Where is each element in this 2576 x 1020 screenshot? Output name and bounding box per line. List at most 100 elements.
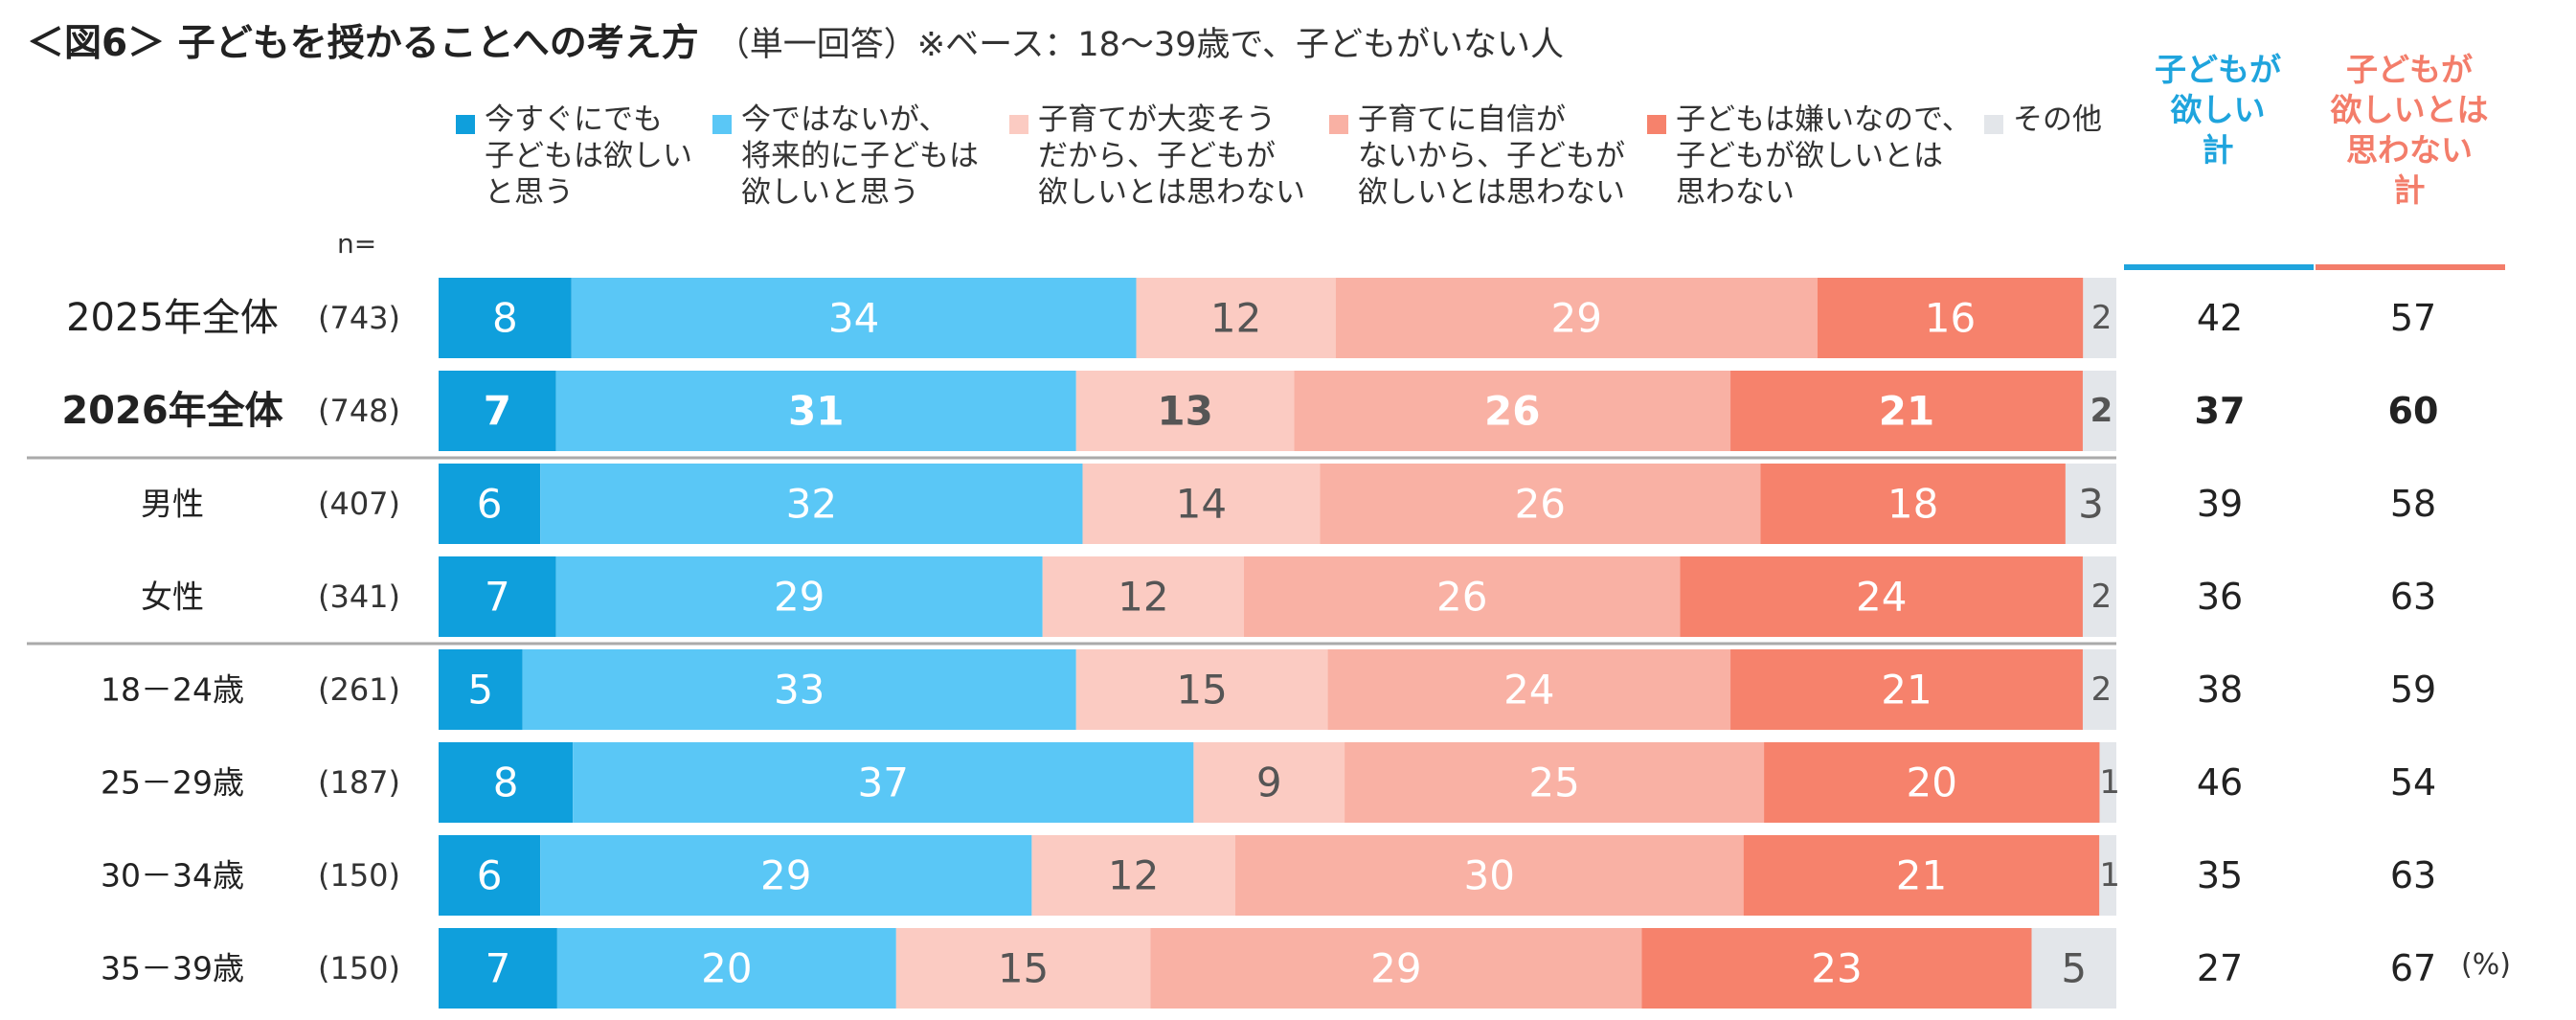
bar-segment (439, 835, 541, 916)
not-want-total-value: 63 (2390, 576, 2436, 618)
bar-segment (2082, 371, 2116, 451)
want-total-value: 27 (2197, 947, 2243, 989)
bar-value-label: 5 (2061, 945, 2087, 992)
bar-value-label: 29 (760, 852, 811, 899)
bar-value-label: 23 (1811, 945, 1862, 992)
row-label: 2025年全体 (66, 296, 279, 340)
legend-label-4: 子育てに自信が ないから、子どもが 欲しいとは思わない (1358, 102, 1625, 210)
bar-value-label: 30 (1463, 852, 1514, 899)
bar-segment (1075, 371, 1295, 451)
bar-segment (1817, 278, 2084, 358)
bar-segment (1327, 649, 1731, 730)
want-total-value: 37 (2195, 390, 2246, 432)
bar-segment (1680, 556, 2083, 637)
row-n: (748) (318, 393, 400, 429)
bar-value-label: 29 (774, 574, 825, 621)
row-label: 25－29歳 (101, 764, 244, 802)
bar-segment (2099, 742, 2116, 823)
bar-value-label: 8 (492, 295, 518, 342)
row-label: 男性 (141, 486, 204, 523)
bar-value-label: 7 (486, 945, 511, 992)
legend-swatch-4 (1329, 115, 1348, 134)
bar-value-label: 29 (1551, 295, 1602, 342)
bar-value-label: 1 (2099, 763, 2120, 802)
row-label: 18－24歳 (101, 671, 244, 709)
bar-value-label: 32 (786, 481, 837, 528)
bar-segment (1335, 278, 1818, 358)
bar-segment (439, 556, 556, 637)
not-want-total-underline (2316, 264, 2505, 270)
bar-value-label: 20 (701, 945, 752, 992)
bar-segment (1760, 464, 2066, 544)
chart-title-main: ＜図6＞ 子どもを授かることへの考え方 (27, 22, 699, 65)
bar-value-label: 21 (1896, 852, 1947, 899)
bar-segment (439, 649, 523, 730)
bar-value-label: 6 (477, 852, 503, 899)
bar-segment (1075, 649, 1328, 730)
bar-value-label: 14 (1176, 481, 1227, 528)
bar-segment (1042, 556, 1244, 637)
legend-swatch-2 (712, 115, 732, 134)
bar-segment (1234, 835, 1744, 916)
legend-swatch-6 (1984, 115, 2003, 134)
row-n: (407) (318, 486, 400, 522)
bar-segment (1243, 556, 1681, 637)
bar-segment (540, 835, 1032, 916)
bar-value-label: 26 (1515, 481, 1566, 528)
bar-segment (555, 556, 1043, 637)
bar-segment (439, 371, 556, 451)
bar-value-label: 13 (1157, 388, 1212, 435)
bar-value-label: 7 (484, 388, 511, 435)
row-n: (341) (318, 578, 400, 615)
want-total-value: 46 (2197, 761, 2243, 804)
bar-segment (1136, 278, 1336, 358)
bar-segment (1193, 742, 1345, 823)
bar-value-label: 2 (2091, 578, 2113, 616)
legend-swatch-3 (1009, 115, 1028, 134)
want-total-underline (2124, 264, 2314, 270)
bar-segment (2031, 928, 2116, 1009)
row-n: (261) (318, 671, 400, 708)
chart-title: ＜図6＞ 子どもを授かることへの考え方 （単一回答）※ベース：18〜39歳で、子ど… (27, 13, 1564, 75)
bar-value-label: 2 (2090, 392, 2113, 430)
bar-segment (1344, 742, 1765, 823)
legend-label-5: 子どもは嫌いなので、 子どもが欲しいとは 思わない (1676, 102, 1972, 210)
legend-swatch-1 (456, 115, 475, 134)
bar-value-label: 20 (1907, 759, 1957, 806)
bar-value-label: 31 (788, 388, 844, 435)
bar-value-label: 33 (774, 667, 825, 714)
bar-segment (1764, 742, 2100, 823)
bar-value-label: 21 (1879, 388, 1934, 435)
bar-segment (1150, 928, 1642, 1009)
bar-value-label: 7 (485, 574, 510, 621)
bar-value-label: 21 (1881, 667, 1932, 714)
bar-segment (573, 742, 1194, 823)
bar-segment (555, 371, 1076, 451)
bar-segment (439, 464, 541, 544)
unit-label: (%) (2461, 948, 2511, 982)
bar-value-label: 24 (1503, 667, 1554, 714)
not-want-total-value: 59 (2390, 669, 2436, 711)
want-total-value: 42 (2197, 297, 2243, 339)
legend-swatch-5 (1647, 115, 1666, 134)
want-total-value: 38 (2197, 669, 2243, 711)
bar-value-label: 29 (1370, 945, 1421, 992)
row-label: 35－39歳 (101, 950, 244, 987)
bar-value-label: 3 (2078, 481, 2104, 528)
want-total-header: 子どもが 欲しい 計 (2155, 51, 2281, 169)
bar-segment (556, 928, 896, 1009)
bar-value-label: 12 (1210, 295, 1261, 342)
bar-segment (1294, 371, 1731, 451)
bar-segment (1730, 371, 2083, 451)
legend-label-2: 今ではないが、 将来的に子どもは 欲しいと思う (741, 102, 979, 210)
bar-value-label: 2 (2091, 670, 2113, 709)
not-want-total-value: 57 (2390, 297, 2436, 339)
bar-value-label: 34 (828, 295, 879, 342)
bar-value-label: 15 (1176, 667, 1227, 714)
bar-value-label: 18 (1887, 481, 1938, 528)
bar-segment (439, 928, 557, 1009)
bar-value-label: 16 (1925, 295, 1976, 342)
bar-segment (1730, 649, 2083, 730)
bar-segment (1320, 464, 1761, 544)
